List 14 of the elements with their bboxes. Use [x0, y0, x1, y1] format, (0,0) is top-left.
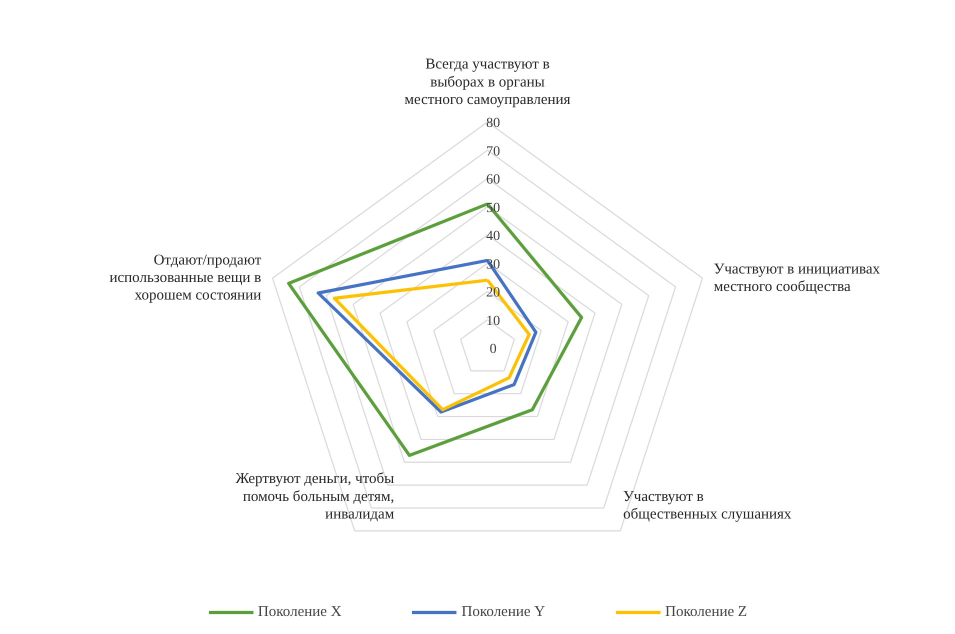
spoke-label: Жертвуют деньги, чтобы помочь больным детям, инвалидам: [236, 471, 395, 522]
spoke-label: Отдают/продают использованные вещи в хорошем состоянии: [109, 252, 262, 304]
legend-label: Поколение Y: [462, 604, 546, 620]
y-tick-label: 60: [486, 172, 500, 188]
spoke-label: Участвуют в инициативах местного сообщества: [714, 261, 881, 295]
y-tick-label: 0: [490, 342, 497, 357]
legend-label: Поколение Z: [665, 604, 748, 620]
spoke-label: Всегда участвуют в выборах в органы местного самоуправления: [404, 56, 571, 108]
y-tick-label: 40: [486, 229, 500, 244]
y-tick-label: 10: [486, 314, 500, 329]
legend-label: Поколение X: [258, 604, 342, 620]
y-tick-label: 70: [486, 144, 500, 160]
spoke-label: Участвуют в общественных слушаниях: [623, 488, 792, 522]
y-tick-label: 80: [486, 116, 500, 131]
